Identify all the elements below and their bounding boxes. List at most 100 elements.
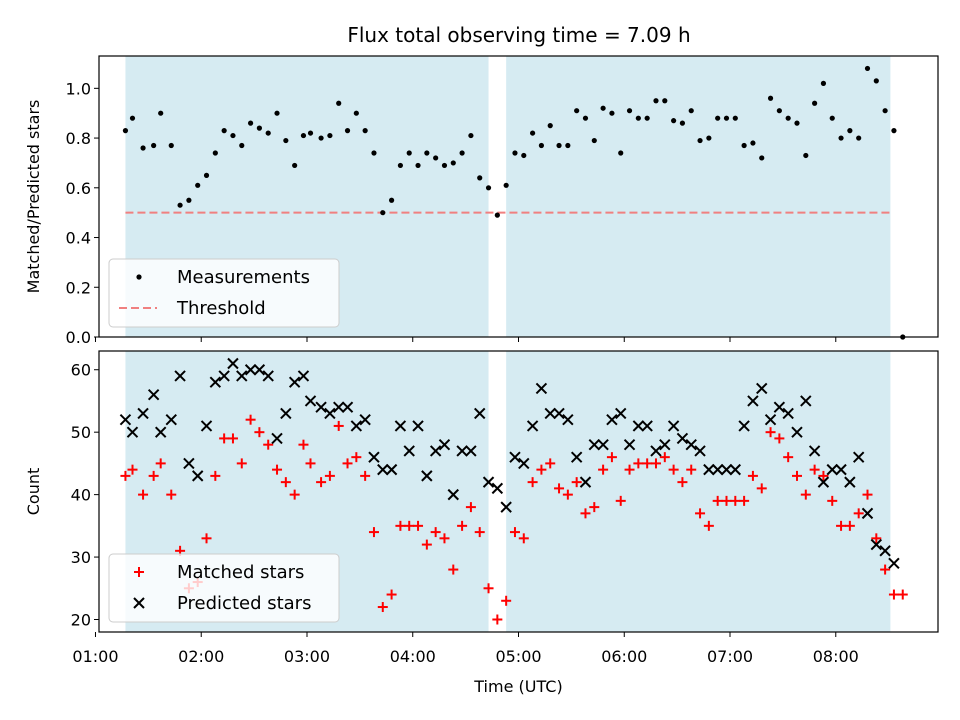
data-point — [385, 463, 398, 476]
data-point — [359, 413, 371, 426]
data-point — [129, 115, 136, 121]
data-point — [776, 108, 782, 114]
data-point — [265, 130, 271, 136]
data-point — [465, 445, 477, 457]
data-point — [456, 445, 468, 457]
data-point — [254, 427, 265, 438]
data-point — [168, 142, 174, 149]
data-point — [305, 458, 316, 469]
data-point — [791, 470, 802, 481]
data-point — [404, 520, 415, 531]
data-point — [403, 445, 415, 457]
data-point — [386, 589, 397, 600]
data-point — [468, 132, 474, 139]
data-point — [262, 370, 274, 382]
data-point — [245, 414, 256, 425]
data-point — [342, 458, 353, 469]
data-point — [544, 407, 556, 420]
data-point — [288, 376, 301, 388]
data-point — [151, 142, 157, 149]
data-point — [879, 545, 891, 557]
legend-label: Threshold — [176, 298, 266, 319]
y-tick-label: 0.6 — [66, 179, 91, 198]
data-point — [579, 476, 592, 488]
data-point — [438, 438, 451, 451]
data-point — [324, 470, 335, 481]
data-point — [870, 538, 883, 551]
data-point — [360, 470, 371, 481]
data-point — [421, 539, 432, 550]
data-point — [817, 476, 830, 488]
data-point — [591, 137, 597, 144]
data-point — [826, 463, 838, 476]
data-point — [236, 458, 247, 469]
observing-window-2 — [506, 351, 891, 632]
data-point — [626, 108, 633, 114]
data-point — [589, 502, 600, 513]
data-point — [316, 477, 327, 488]
data-point — [315, 401, 327, 413]
data-point — [450, 160, 456, 166]
legend-box — [108, 258, 340, 328]
data-point — [300, 132, 307, 139]
data-point — [388, 197, 395, 203]
y-tick-label: 0.0 — [66, 328, 91, 347]
data-point — [615, 495, 626, 506]
data-point — [582, 115, 589, 121]
data-point — [756, 483, 767, 494]
data-point — [297, 370, 310, 382]
x-tick-label: 05:00 — [495, 647, 541, 666]
y-tick-label: 20 — [71, 611, 91, 630]
data-point — [871, 533, 882, 544]
y-tick-label: 30 — [71, 548, 91, 567]
data-point — [882, 108, 888, 114]
data-point — [191, 470, 204, 482]
data-point — [501, 595, 512, 606]
data-point — [864, 65, 871, 72]
data-point — [307, 130, 314, 136]
data-point — [547, 123, 553, 129]
data-point — [377, 602, 388, 613]
data-point — [336, 100, 342, 106]
panel-2: 20 30 40 50 60 01:00 02:00 03:00 04:00 05:00 06:00… — [24, 350, 939, 696]
data-point — [750, 140, 756, 146]
legend-label: Matched stars — [177, 562, 304, 583]
data-point — [230, 132, 236, 139]
data-point — [588, 438, 600, 451]
data-point — [659, 452, 670, 463]
data-point — [720, 463, 733, 476]
data-point — [227, 433, 238, 444]
data-point — [782, 407, 794, 420]
y-tick-label: 0.2 — [66, 278, 91, 297]
data-point — [659, 438, 671, 451]
data-point — [600, 105, 606, 111]
data-point — [395, 520, 406, 531]
series-predicted-stars — [119, 357, 900, 570]
data-point — [351, 452, 362, 463]
data-point — [747, 470, 758, 481]
data-point — [671, 118, 677, 124]
series-matched-stars — [120, 414, 908, 625]
legend-marker — [133, 597, 145, 609]
data-point — [424, 150, 430, 156]
data-point — [477, 175, 483, 181]
data-point — [122, 128, 129, 134]
data-point — [644, 115, 650, 121]
data-point — [712, 495, 723, 506]
data-point — [350, 420, 363, 432]
data-point — [503, 182, 509, 188]
data-point — [509, 527, 520, 538]
data-point — [880, 564, 891, 575]
data-point — [439, 533, 450, 544]
y-tick-label: 60 — [71, 361, 91, 380]
legend: Measurements Threshold — [108, 258, 340, 328]
data-point — [244, 364, 257, 376]
y-tick-label: 50 — [71, 423, 91, 442]
data-point — [694, 445, 706, 457]
observing-window-2 — [506, 56, 891, 337]
data-point — [676, 432, 689, 445]
data-point — [527, 477, 538, 488]
data-point — [615, 407, 627, 420]
data-point — [271, 432, 283, 445]
data-point — [341, 401, 354, 413]
